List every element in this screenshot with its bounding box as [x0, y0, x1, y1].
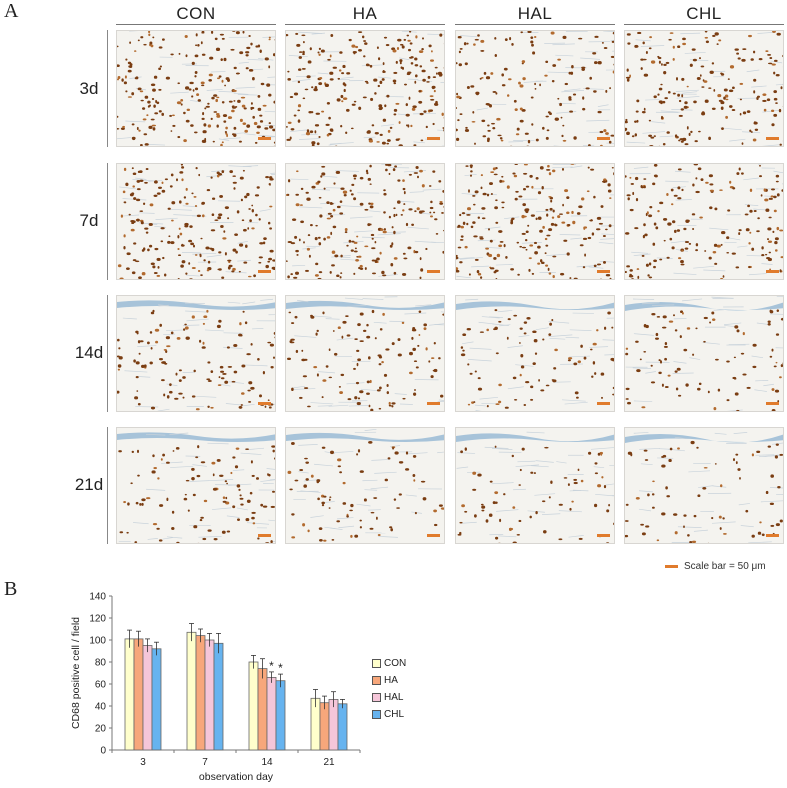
panel-b-letter: B	[4, 578, 18, 600]
row-label-7d: 7d	[79, 211, 99, 230]
chart-legend: CON HA HAL CHL	[372, 655, 406, 723]
bar-hal-day3	[142, 645, 153, 751]
legend-swatch	[372, 676, 381, 685]
y-tick-label: 80	[95, 658, 107, 669]
bar-chl-day14	[275, 680, 286, 751]
column-rule-ha	[285, 24, 445, 25]
row-rule-7d	[107, 163, 108, 280]
column-rule-hal	[455, 24, 615, 25]
micrograph-chl-3d	[624, 30, 784, 147]
bar-ha-day14	[257, 668, 268, 751]
legend-label: HA	[384, 675, 398, 686]
micrograph-ha-21d	[285, 427, 445, 544]
column-rule-chl	[624, 24, 784, 25]
micrograph-con-14d	[116, 295, 276, 412]
micrograph-con-7d	[116, 163, 276, 280]
micrograph-con-21d	[116, 427, 276, 544]
legend-item-chl: CHL	[372, 706, 406, 723]
scale-bar-swatch	[665, 564, 678, 568]
legend-swatch	[372, 710, 381, 719]
bar-con-day14	[248, 661, 259, 751]
micrograph-ha-7d	[285, 163, 445, 280]
column-header-con: CON	[176, 4, 216, 23]
scale-bar	[766, 137, 779, 140]
scale-bar-legend: Scale bar = 50 μm	[665, 561, 766, 572]
column-header-chl: CHL	[686, 4, 722, 23]
micrograph-con-3d	[116, 30, 276, 147]
micrograph-ha-14d	[285, 295, 445, 412]
scale-bar	[766, 534, 779, 537]
y-axis-title: CD68 positive cell / field	[70, 617, 82, 729]
bar-chl-day3	[151, 648, 162, 751]
scale-bar	[258, 402, 271, 405]
micrograph-chl-7d	[624, 163, 784, 280]
y-tick-label: 20	[95, 724, 107, 735]
row-rule-21d	[107, 427, 108, 544]
x-tick-label: 7	[202, 757, 208, 768]
column-header-ha: HA	[352, 4, 378, 23]
row-rule-3d	[107, 30, 108, 147]
row-label-21d: 21d	[74, 475, 104, 494]
scale-bar-label: Scale bar = 50 μm	[684, 561, 766, 572]
bar-ha-day21	[319, 702, 330, 751]
legend-item-con: CON	[372, 655, 406, 672]
scale-bar	[427, 137, 440, 140]
legend-label: CHL	[384, 709, 405, 720]
scale-bar	[597, 270, 610, 273]
scale-bar	[597, 402, 610, 405]
micrograph-hal-3d	[455, 30, 615, 147]
scale-bar	[597, 534, 610, 537]
bar-chl-day7	[213, 642, 224, 751]
bar-chl-day21	[337, 703, 348, 751]
bar-con-day3	[124, 638, 135, 751]
panel-a-letter: A	[4, 0, 19, 22]
scale-bar	[427, 402, 440, 405]
legend-swatch	[372, 659, 381, 668]
y-tick-label: 120	[89, 614, 106, 625]
scale-bar	[258, 137, 271, 140]
row-rule-14d	[107, 295, 108, 412]
x-tick-label: 21	[323, 757, 335, 768]
scale-bar	[258, 534, 271, 537]
micrograph-hal-14d	[455, 295, 615, 412]
bar-ha-day7	[195, 635, 206, 751]
x-tick-label: 14	[261, 757, 273, 768]
column-header-hal: HAL	[517, 4, 553, 23]
bar-ha-day3	[133, 638, 144, 751]
significance-star: *	[269, 659, 274, 673]
bar-hal-day7	[204, 639, 215, 751]
x-axis-title: observation day	[199, 771, 274, 783]
micrograph-ha-3d	[285, 30, 445, 147]
y-tick-label: 100	[89, 636, 106, 647]
column-rule-con	[116, 24, 276, 25]
row-label-14d: 14d	[74, 343, 104, 362]
scale-bar	[427, 534, 440, 537]
legend-swatch	[372, 693, 381, 702]
bar-con-day7	[186, 631, 197, 751]
scale-bar	[597, 137, 610, 140]
micrograph-chl-21d	[624, 427, 784, 544]
y-tick-label: 60	[95, 680, 107, 691]
scale-bar	[766, 402, 779, 405]
y-tick-label: 140	[89, 592, 106, 603]
legend-label: HAL	[384, 692, 404, 703]
row-label-3d: 3d	[79, 79, 99, 98]
micrograph-hal-7d	[455, 163, 615, 280]
scale-bar	[427, 270, 440, 273]
significance-star: *	[278, 661, 283, 675]
y-tick-label: 40	[95, 702, 107, 713]
bar-hal-day14	[266, 677, 277, 751]
scale-bar	[766, 270, 779, 273]
x-tick-label: 3	[140, 757, 146, 768]
micrograph-hal-21d	[455, 427, 615, 544]
micrograph-chl-14d	[624, 295, 784, 412]
scale-bar	[258, 270, 271, 273]
legend-label: CON	[384, 658, 407, 669]
y-tick-label: 0	[100, 746, 106, 757]
legend-item-hal: HAL	[372, 689, 406, 706]
legend-item-ha: HA	[372, 672, 406, 689]
